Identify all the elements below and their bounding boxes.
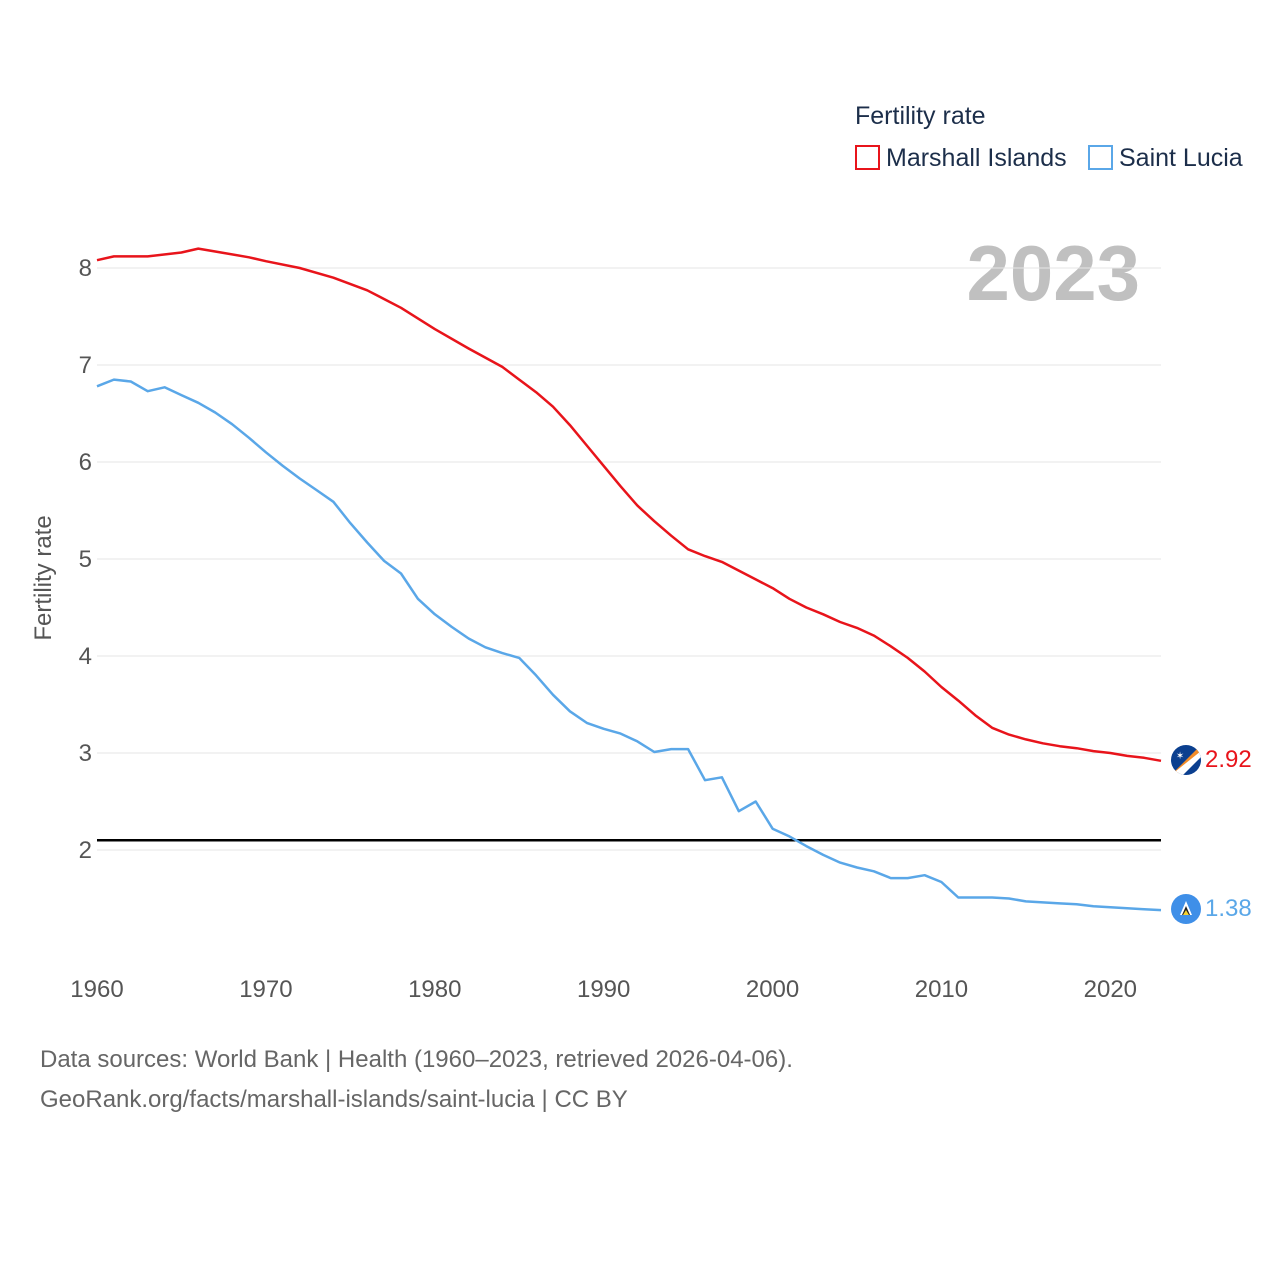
series-line-saint-lucia[interactable] [96, 378, 1162, 912]
y-tick-label: 5 [79, 546, 92, 573]
x-axis-ticks: 1960 1970 1980 1990 2000 2010 2020 [70, 976, 1137, 1003]
legend-swatch-saint-lucia[interactable] [1088, 145, 1113, 170]
marshall-islands-end-value: 2.92 [1205, 746, 1252, 773]
source-line-2[interactable]: GeoRank.org/facts/marshall-islands/saint… [40, 1086, 628, 1113]
gridlines [97, 267, 1161, 851]
marshall-islands-flag-icon: ✶ [1171, 745, 1201, 775]
legend-title: Fertility rate [855, 102, 986, 130]
legend-label-marshall-islands[interactable]: Marshall Islands [886, 144, 1067, 172]
saint-lucia-end-value: 1.38 [1205, 895, 1252, 922]
y-tick-label: 2 [79, 837, 92, 864]
x-tick-label: 1970 [239, 976, 292, 1003]
y-tick-label: 6 [79, 449, 92, 476]
series-lines [96, 247, 1162, 912]
source-line-1: Data sources: World Bank | Health (1960–… [40, 1046, 793, 1073]
y-tick-label: 4 [79, 643, 92, 670]
y-tick-label: 8 [79, 255, 92, 282]
y-tick-label: 7 [79, 352, 92, 379]
x-tick-label: 1990 [577, 976, 630, 1003]
x-tick-label: 1980 [408, 976, 461, 1003]
series-line-marshall-islands[interactable] [96, 247, 1162, 763]
legend-swatch-marshall-islands[interactable] [855, 145, 880, 170]
x-tick-label: 2010 [915, 976, 968, 1003]
y-axis-label: Fertility rate [30, 515, 57, 640]
year-display: 2023 [966, 229, 1140, 317]
saint-lucia-flag-icon [1171, 894, 1201, 924]
x-tick-label: 2000 [746, 976, 799, 1003]
y-tick-label: 3 [79, 740, 92, 767]
x-tick-label: 1960 [70, 976, 123, 1003]
y-axis-ticks: 2 3 4 5 6 7 8 [79, 255, 92, 864]
svg-text:✶: ✶ [1176, 751, 1184, 762]
legend-label-saint-lucia[interactable]: Saint Lucia [1119, 144, 1243, 172]
x-tick-label: 2020 [1084, 976, 1137, 1003]
